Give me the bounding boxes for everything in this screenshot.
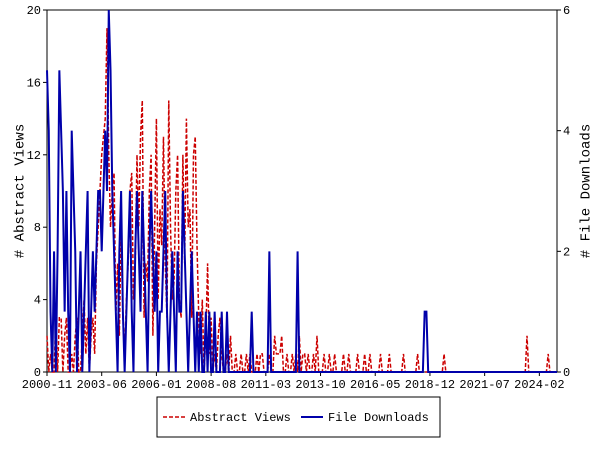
y2-tick-label: 2	[563, 245, 570, 259]
y-tick-label: 0	[34, 366, 41, 380]
x-tick-label: 2003-06	[76, 378, 126, 392]
y-tick-label: 20	[27, 4, 41, 18]
x-tick-label: 2016-05	[350, 378, 400, 392]
y2-axis-label: # File Downloads	[579, 124, 595, 258]
y-axis-label: # Abstract Views	[13, 124, 29, 258]
y-tick-label: 16	[27, 76, 41, 90]
y-tick-label: 12	[27, 149, 41, 163]
y-tick-label: 4	[34, 294, 41, 308]
x-tick-label: 2024-02	[514, 378, 564, 392]
x-tick-label: 2021-07	[459, 378, 509, 392]
x-tick-label: 2006-01	[131, 378, 181, 392]
x-tick-label: 2000-11	[22, 378, 72, 392]
legend-label: File Downloads	[328, 411, 429, 425]
x-tick-label: 2008-08	[186, 378, 236, 392]
x-tick-label: 2011-03	[241, 378, 291, 392]
y2-tick-label: 0	[563, 366, 570, 380]
x-tick-label: 2018-12	[405, 378, 455, 392]
y-tick-label: 8	[34, 221, 41, 235]
y2-tick-label: 4	[563, 125, 570, 139]
legend-box	[156, 396, 441, 438]
legend-label: Abstract Views	[190, 411, 291, 425]
x-tick-label: 2013-10	[295, 378, 345, 392]
y2-tick-label: 6	[563, 4, 570, 18]
series-line	[46, 9, 557, 373]
